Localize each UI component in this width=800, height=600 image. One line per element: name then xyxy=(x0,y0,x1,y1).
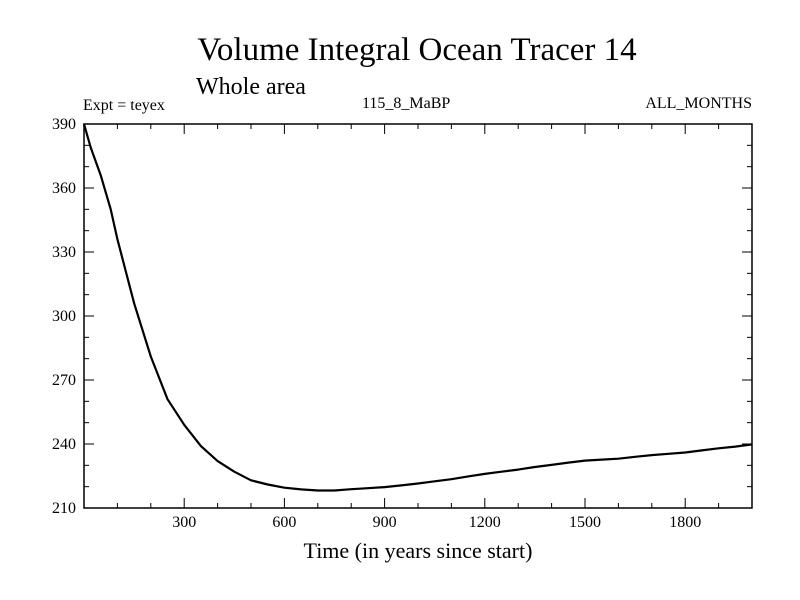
plot-frame xyxy=(83,123,753,509)
y-tick-label: 360 xyxy=(52,180,76,197)
experiment-label: Expt = teyex xyxy=(83,97,165,114)
y-tick-label: 300 xyxy=(52,308,76,325)
y-tick-label: 270 xyxy=(52,372,76,389)
x-tick-label: 600 xyxy=(272,514,296,531)
period-label: ALL_MONTHS xyxy=(645,95,752,112)
chart-title: Volume Integral Ocean Tracer 14 xyxy=(197,32,636,68)
x-tick-label: 1200 xyxy=(469,514,501,531)
y-tick-label: 330 xyxy=(52,244,76,261)
y-tick-label: 240 xyxy=(52,436,76,453)
run-label: 115_8_MaBP xyxy=(362,95,450,112)
x-tick-label: 1500 xyxy=(569,514,601,531)
y-tick-label: 390 xyxy=(52,116,76,133)
series-line xyxy=(82,123,753,492)
chart-subtitle: Whole area xyxy=(196,74,306,100)
y-tick-label: 210 xyxy=(52,500,76,517)
x-tick-label: 300 xyxy=(172,514,196,531)
x-tick-label: 1800 xyxy=(669,514,701,531)
x-tick-label: 900 xyxy=(373,514,397,531)
x-axis-label: Time (in years since start) xyxy=(304,538,533,563)
